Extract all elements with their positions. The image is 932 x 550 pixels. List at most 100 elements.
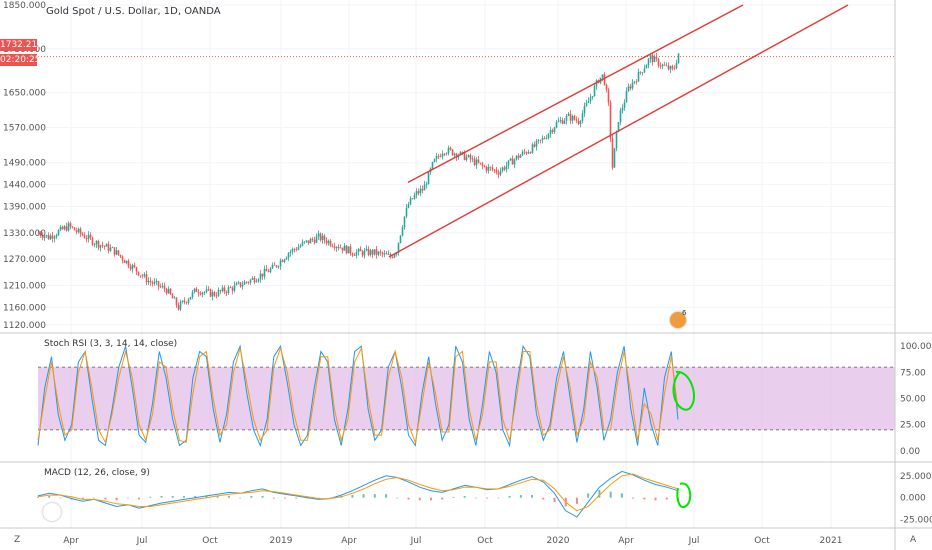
macd-tick-label: 25.000: [900, 472, 932, 482]
candle-body: [589, 97, 592, 102]
candle-body: [527, 152, 530, 154]
candle-body: [641, 72, 644, 74]
candle-body: [621, 107, 624, 111]
candle-body: [379, 251, 382, 253]
candle-body: [281, 260, 284, 262]
candle-body: [529, 152, 532, 154]
candle-body: [49, 235, 52, 240]
chart-title[interactable]: Gold Spot / U.S. Dollar, 1D, OANDA: [46, 6, 221, 17]
zoom-corner-icon[interactable]: Z: [14, 535, 21, 545]
candle-body: [329, 240, 332, 246]
macd-histogram-bar: [261, 495, 264, 498]
candle-body: [605, 84, 608, 90]
macd-histogram-bar: [373, 494, 376, 498]
macd-macd-line: [37, 470, 679, 518]
candle-body: [219, 290, 222, 292]
candle-body: [277, 266, 280, 268]
macd-histogram-bar: [194, 495, 197, 498]
candle-body: [619, 110, 622, 123]
macd-label[interactable]: MACD (12, 26, close, 9): [44, 468, 150, 478]
candle-body: [419, 188, 422, 194]
candle-body: [87, 234, 90, 240]
candle-body: [69, 223, 72, 227]
candle-body: [449, 147, 452, 150]
tradingview-logo-icon[interactable]: [43, 503, 61, 521]
candle-body: [183, 300, 186, 303]
candle-body: [421, 188, 424, 191]
macd-histogram-bar: [104, 497, 107, 500]
candle-body: [141, 275, 144, 277]
candle-body: [477, 159, 480, 163]
candle-body: [631, 82, 634, 89]
y-tick-label: 1650.000: [3, 89, 46, 99]
candle-body: [471, 158, 474, 160]
macd-histogram-bar: [452, 496, 455, 498]
candle-body: [285, 257, 288, 260]
candle-body: [241, 284, 244, 287]
macd-histogram-bar: [620, 493, 623, 498]
candle-body: [145, 274, 148, 283]
candle-body: [119, 254, 122, 257]
candle-body: [315, 236, 318, 243]
macd-histogram-bar: [508, 495, 511, 498]
candle-body: [327, 240, 330, 244]
candle-body: [573, 115, 576, 120]
candle-body: [163, 285, 166, 290]
candle-body: [455, 153, 458, 158]
candle-body: [209, 289, 212, 297]
channel-upper-line: [407, 4, 744, 184]
candle-body: [417, 191, 420, 194]
macd-histogram-bar: [216, 495, 219, 498]
candle-body: [57, 230, 60, 236]
candle-body: [453, 153, 456, 156]
candle-body: [319, 233, 322, 241]
candle-body: [447, 147, 450, 154]
candle-body: [571, 115, 574, 121]
candle-body: [261, 273, 264, 277]
macd-histogram-bar: [362, 494, 365, 498]
candle-body: [139, 275, 142, 277]
candle-body: [489, 166, 492, 168]
macd-signal-line: [37, 473, 679, 512]
candle-body: [321, 235, 324, 241]
candle-body: [257, 279, 260, 282]
candle-body: [347, 246, 350, 254]
candle-body: [123, 260, 126, 263]
macd-pane: [37, 470, 679, 518]
candle-body: [581, 113, 584, 121]
candle-body: [309, 238, 312, 244]
y-tick-label: 1330.000: [3, 229, 46, 239]
candle-body: [365, 248, 368, 251]
candle-body: [137, 271, 140, 276]
macd-tick-label: -25.000: [900, 516, 932, 526]
candle-body: [385, 253, 388, 255]
candle-body: [543, 138, 546, 139]
stoch-rsi-label[interactable]: Stoch RSI (3, 3, 14, 14, close): [44, 339, 178, 349]
candle-body: [113, 247, 116, 255]
y-tick-label: 1120.000: [3, 321, 46, 331]
current-price-tag: 1732.213: [0, 39, 43, 51]
candle-body: [149, 281, 152, 283]
candle-body: [439, 156, 442, 158]
y-tick-label: 1390.000: [3, 203, 46, 213]
candle-body: [279, 260, 282, 267]
candle-body: [83, 235, 86, 239]
candle-body: [301, 242, 304, 246]
candle-body: [481, 163, 484, 166]
candle-body: [677, 53, 680, 64]
auto-scale-button[interactable]: A: [910, 535, 917, 545]
candle-body: [615, 131, 618, 149]
candle-body: [363, 250, 366, 256]
candle-body: [291, 248, 294, 252]
candle-body: [539, 139, 542, 141]
candle-body: [567, 113, 570, 116]
candle-body: [335, 247, 338, 249]
candle-body: [623, 102, 626, 108]
ideas-flag-icon[interactable]: [670, 312, 686, 328]
candle-body: [273, 264, 276, 266]
candle-body: [391, 257, 394, 258]
candle-body: [639, 71, 642, 73]
candle-body: [663, 64, 666, 66]
candle-body: [55, 235, 58, 237]
candle-body: [459, 151, 462, 156]
